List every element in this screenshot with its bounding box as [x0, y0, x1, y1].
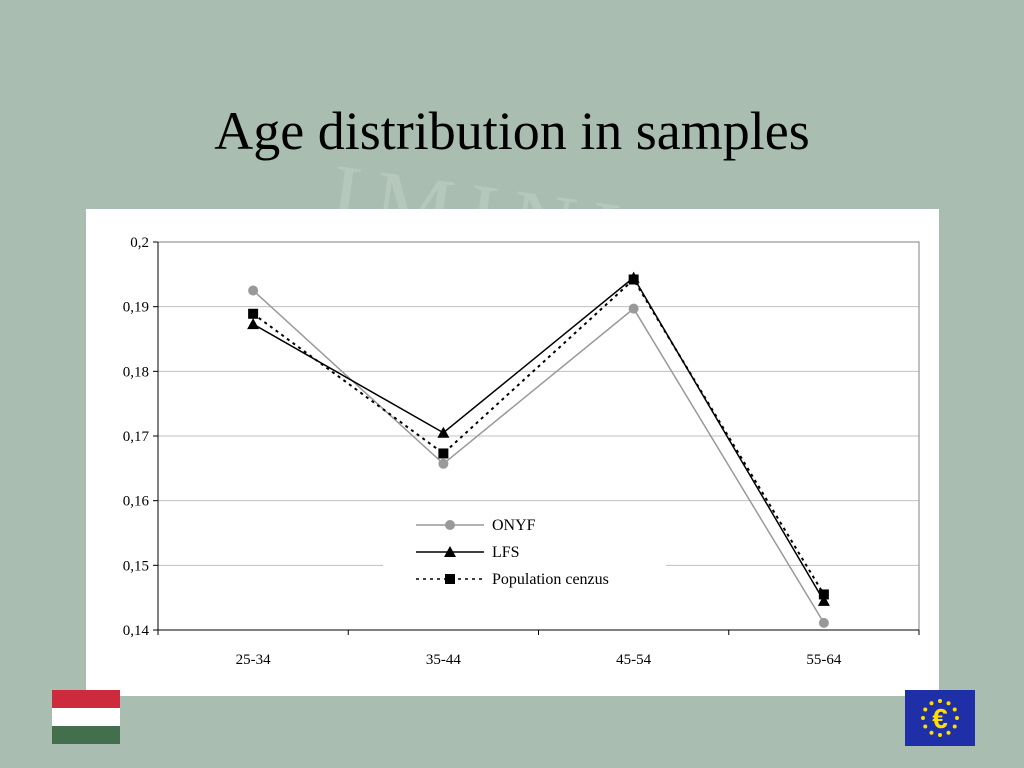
data-point — [628, 303, 639, 314]
series — [248, 285, 829, 628]
eu-flag-icon: € — [905, 690, 975, 746]
flag-stripe-white — [52, 708, 120, 726]
legend: ONYF LFS Population cenzus — [383, 505, 666, 601]
series-line — [252, 289, 825, 624]
eu-star — [921, 716, 925, 720]
flag-stripe-green — [52, 726, 120, 744]
data-point — [818, 589, 829, 600]
eu-star — [923, 724, 928, 729]
eu-star — [938, 699, 942, 703]
y-tick-label: 0,16 — [123, 494, 150, 510]
data-point — [247, 318, 260, 330]
x-tick-label: 55-64 — [806, 652, 841, 668]
legend-box — [383, 505, 666, 601]
legend-marker — [445, 574, 455, 584]
eu-star — [923, 707, 928, 712]
series — [248, 274, 829, 600]
legend-marker — [445, 520, 455, 530]
y-tick-label: 0,2 — [130, 235, 149, 251]
x-tick-label: 45-54 — [616, 652, 651, 668]
data-point — [438, 458, 449, 469]
data-point — [817, 594, 830, 606]
flag-stripe-red — [52, 690, 120, 708]
eu-star — [929, 701, 934, 706]
legend-label: Population cenzus — [492, 571, 609, 588]
data-point — [628, 274, 639, 285]
data-point — [248, 285, 259, 296]
x-tick-label: 25-34 — [236, 652, 271, 668]
y-tick-label: 0,19 — [123, 300, 149, 316]
euro-symbol: € — [932, 703, 948, 734]
eu-star — [938, 733, 942, 737]
slide-title: Age distribution in samples — [214, 101, 810, 161]
data-point — [818, 617, 829, 628]
y-tick-label: 0,15 — [123, 558, 149, 574]
hungary-flag-icon — [52, 690, 120, 744]
series-line — [252, 277, 825, 595]
eu-star — [946, 730, 951, 735]
legend-label: LFS — [492, 544, 520, 561]
line-chart: 0,14 0,15 0,16 0,17 0,18 0,19 0,2 25-34 35-44 45-… — [123, 235, 920, 668]
legend-marker — [444, 546, 456, 557]
y-tick-label: 0,18 — [123, 364, 149, 380]
eu-star — [952, 724, 957, 729]
legend-label: ONYF — [492, 517, 536, 534]
series-line — [252, 276, 825, 602]
eu-star — [929, 730, 934, 735]
chart-panel: 0,14 0,15 0,16 0,17 0,18 0,19 0,2 25-34 35-44 45-… — [86, 209, 939, 696]
y-tick-label: 0,14 — [123, 623, 150, 639]
eu-star — [955, 716, 959, 720]
data-point — [438, 448, 449, 459]
y-tick-label: 0,17 — [123, 429, 150, 445]
eu-star — [952, 707, 957, 712]
eu-star — [946, 701, 951, 706]
data-point — [248, 308, 259, 319]
x-tick-label: 35-44 — [426, 652, 461, 668]
data-point — [437, 426, 450, 438]
